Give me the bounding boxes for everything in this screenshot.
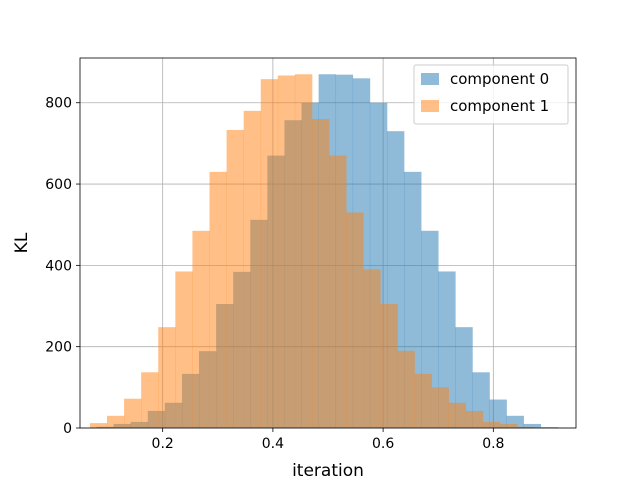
legend-box [413,64,569,125]
y-tick-label: 200 [45,340,72,356]
histogram-bar [277,75,296,428]
histogram-bar [89,423,108,428]
histogram-bar [448,402,467,428]
y-tick-label: 0 [63,421,72,437]
legend: component 0 component 1 [413,64,569,125]
y-tick-label: 800 [45,96,72,112]
histogram-bar [465,410,484,428]
histogram-bar [294,74,313,428]
histogram-bar [431,387,449,428]
axis-ticks: 0.2 0.4 0.6 0.8 0 200 400 600 800 [45,96,504,452]
x-tick-label: 0.2 [152,436,174,452]
histogram-bar [175,271,193,428]
histogram-bar [243,110,262,428]
x-tick-label: 0.6 [372,436,394,452]
x-axis-label: iteration [292,461,364,480]
legend-swatch-component-0 [421,73,439,85]
histogram-bar [346,212,364,428]
y-tick-label: 600 [45,177,72,193]
legend-swatch-component-1 [421,100,439,112]
x-tick-label: 0.4 [262,436,284,452]
x-tick-label: 0.8 [482,436,504,452]
histogram-bar [329,155,347,429]
histogram-bar [482,421,501,428]
plot-frame [79,57,577,429]
y-tick-label: 400 [45,258,72,274]
histogram-bar [517,426,535,428]
histogram-bars [89,74,559,429]
histogram-bar [158,327,176,428]
histogram-bar [107,415,125,428]
histogram-bar [540,427,559,428]
histogram-bar [523,423,542,428]
histogram-bar [260,79,279,429]
histogram-bar [192,230,210,428]
histogram-bar [489,399,507,428]
histogram-bar [312,118,330,428]
histogram-bar [397,350,415,428]
histogram-bar [499,423,518,428]
series-component-1 [89,74,535,429]
y-axis-label: KL [12,232,32,253]
histogram-bar [141,372,159,428]
histogram-bar [226,129,244,428]
histogram-bar [124,398,142,428]
histogram-bar [363,269,381,428]
histogram-bar [380,303,398,428]
legend-label-component-1: component 1 [450,97,549,115]
histogram-bar [209,171,227,428]
legend-label-component-0: component 0 [450,70,549,88]
histogram-bar [414,373,432,428]
